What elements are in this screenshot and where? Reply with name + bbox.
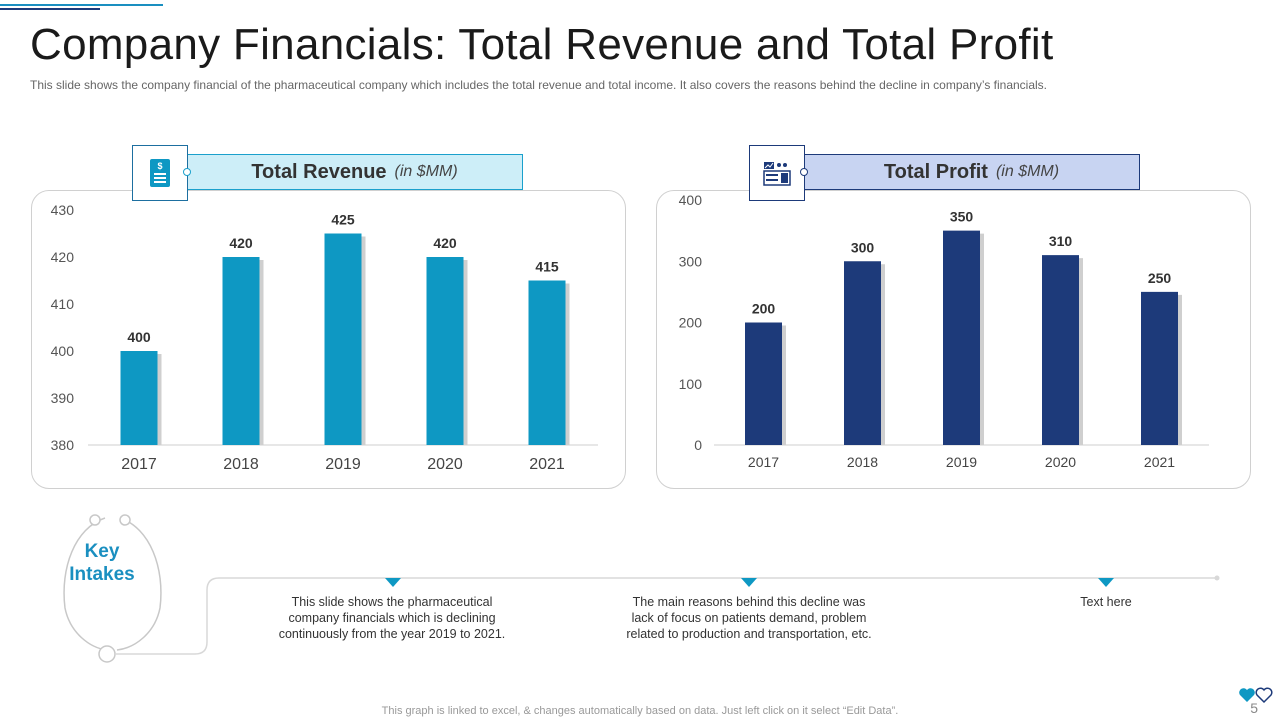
profit-data-label: 300 bbox=[851, 239, 875, 255]
revenue-y-tick-label: 420 bbox=[51, 249, 75, 265]
profit-bar bbox=[1042, 255, 1079, 445]
top-accent-line-secondary bbox=[0, 8, 100, 10]
revenue-x-tick-label: 2017 bbox=[121, 456, 157, 473]
profit-bar bbox=[844, 261, 881, 445]
profit-header: Total Profit (in $MM) bbox=[803, 154, 1140, 190]
revenue-x-tick-label: 2018 bbox=[223, 456, 259, 473]
revenue-y-tick-label: 380 bbox=[51, 437, 75, 453]
profit-header-connector-dot bbox=[800, 168, 808, 176]
top-accent-line bbox=[0, 4, 163, 6]
revenue-data-label: 420 bbox=[433, 235, 457, 251]
profit-y-tick-label: 100 bbox=[679, 376, 703, 392]
profit-x-tick-label: 2021 bbox=[1144, 454, 1175, 470]
intake-note-2-line-2: lack of focus on patients demand, proble… bbox=[631, 611, 867, 625]
revenue-data-label: 420 bbox=[229, 235, 253, 251]
intake-note-2-line-3: related to production and transportation… bbox=[626, 627, 872, 641]
profit-x-tick-label: 2020 bbox=[1045, 454, 1076, 470]
profit-data-label: 310 bbox=[1049, 233, 1073, 249]
profit-y-tick-label: 400 bbox=[679, 192, 703, 208]
page-title: Company Financials: Total Revenue and To… bbox=[30, 20, 1054, 69]
profit-bar bbox=[745, 322, 782, 445]
intake-note-1: This slide shows the pharmaceutical comp… bbox=[252, 594, 532, 642]
brand-logo-icon bbox=[1239, 687, 1273, 704]
stethoscope-tube-right bbox=[116, 517, 162, 651]
page-number: 5 bbox=[1250, 700, 1258, 716]
timeline-end-dot bbox=[1214, 575, 1220, 581]
revenue-data-label: 400 bbox=[127, 329, 151, 345]
revenue-data-label: 415 bbox=[535, 259, 559, 275]
revenue-bar bbox=[324, 233, 362, 445]
revenue-bar bbox=[426, 257, 464, 445]
intake-note-2: The main reasons behind this decline was… bbox=[599, 594, 899, 642]
page-subtitle: This slide shows the company financial o… bbox=[30, 78, 1048, 92]
revenue-x-tick-label: 2021 bbox=[529, 456, 565, 473]
key-intakes-line2: Intakes bbox=[69, 564, 135, 585]
profit-x-tick-label: 2019 bbox=[946, 454, 977, 470]
revenue-y-tick-label: 410 bbox=[51, 296, 75, 312]
timeline-marker-3 bbox=[1098, 578, 1114, 587]
profit-y-tick-label: 300 bbox=[679, 253, 703, 269]
revenue-header-label: Total Revenue bbox=[251, 160, 387, 183]
revenue-header-unit: (in $MM) bbox=[394, 163, 458, 180]
revenue-data-label: 425 bbox=[331, 212, 355, 228]
revenue-x-tick-label: 2020 bbox=[427, 456, 463, 473]
profit-bar bbox=[1141, 291, 1178, 445]
revenue-bar bbox=[528, 280, 566, 445]
revenue-y-tick-label: 430 bbox=[51, 202, 75, 218]
key-intakes-line1: Key bbox=[84, 541, 120, 562]
revenue-header: Total Revenue (in $MM) bbox=[186, 154, 523, 190]
intake-note-3-line-1: Text here bbox=[1080, 595, 1132, 609]
revenue-y-tick-label: 390 bbox=[51, 390, 75, 406]
profit-y-tick-label: 0 bbox=[694, 437, 702, 453]
svg-text:$: $ bbox=[157, 161, 162, 171]
revenue-bar bbox=[120, 351, 158, 445]
revenue-y-tick-label: 400 bbox=[51, 343, 75, 359]
stethoscope-tube-left bbox=[63, 517, 108, 651]
key-intakes-graphic bbox=[63, 514, 1220, 663]
profit-dashboard-icon bbox=[763, 162, 791, 186]
profit-y-tick-label: 200 bbox=[679, 315, 703, 331]
profit-header-label: Total Profit bbox=[883, 160, 988, 183]
revenue-document-icon: $ bbox=[150, 159, 170, 187]
stethoscope-chestpiece-icon bbox=[98, 645, 116, 663]
timeline-marker-2 bbox=[741, 578, 757, 587]
profit-data-label: 200 bbox=[752, 301, 776, 317]
profit-data-label: 350 bbox=[950, 209, 974, 225]
profit-x-tick-label: 2018 bbox=[847, 454, 878, 470]
profit-data-label: 250 bbox=[1148, 270, 1172, 286]
intake-note-3: Text here bbox=[1026, 594, 1186, 610]
revenue-x-tick-label: 2019 bbox=[325, 456, 361, 473]
profit-bar bbox=[943, 230, 980, 445]
revenue-bar bbox=[222, 257, 260, 445]
intake-note-1-line-2: company financials which is declining bbox=[288, 611, 496, 625]
intake-note-2-line-1: The main reasons behind this decline was bbox=[632, 595, 866, 609]
revenue-icon-box: $ bbox=[132, 145, 188, 201]
stethoscope-earpiece-right bbox=[119, 514, 131, 526]
revenue-header-connector-dot bbox=[183, 168, 191, 176]
key-intakes-title: Key Intakes bbox=[62, 540, 142, 586]
intake-note-1-line-3: continuously from the year 2019 to 2021. bbox=[278, 627, 506, 641]
profit-x-tick-label: 2017 bbox=[748, 454, 779, 470]
profit-icon-box bbox=[749, 145, 805, 201]
profit-bar-chart: 400 300 200 100 0 200 2017 300 2018 350 2019 310 202… bbox=[679, 192, 1209, 470]
stethoscope-earpiece-left bbox=[89, 514, 101, 526]
revenue-bar-chart: 430 420 410 400 390 380 400 2017 420 2018 425 2019 4… bbox=[51, 202, 598, 473]
profit-header-unit: (in $MM) bbox=[995, 163, 1060, 180]
timeline-line bbox=[115, 577, 1217, 655]
intake-note-1-line-1: This slide shows the pharmaceutical bbox=[291, 595, 493, 609]
timeline-marker-1 bbox=[385, 578, 401, 587]
footer-note: This graph is linked to excel, & changes… bbox=[381, 705, 899, 717]
